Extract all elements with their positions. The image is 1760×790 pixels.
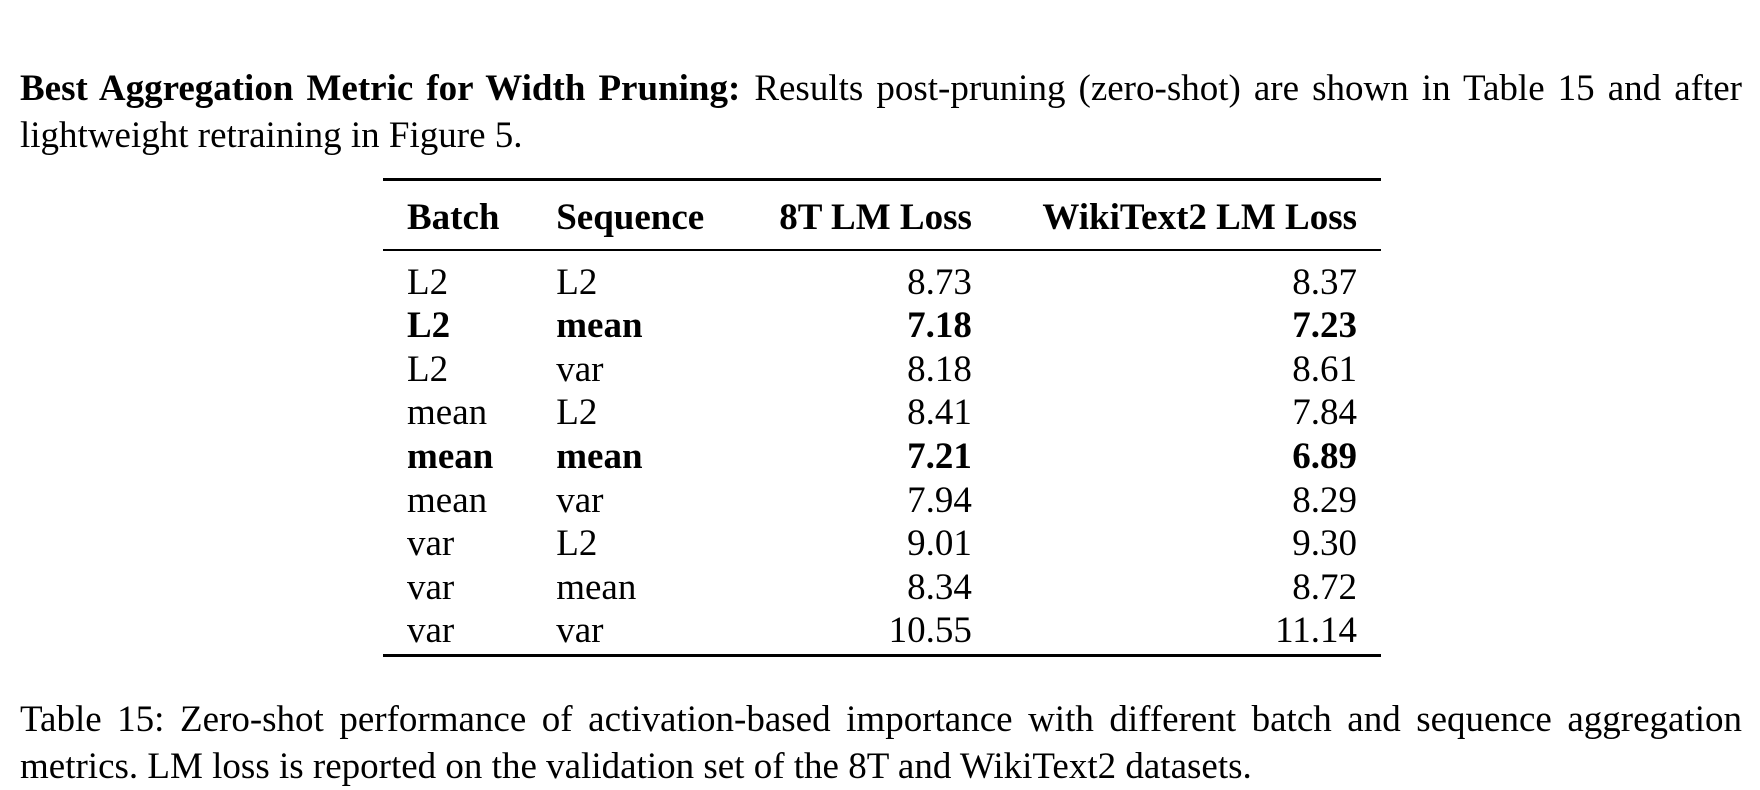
column-header-batch: Batch — [407, 196, 500, 238]
cell-8t-loss: 8.34 — [907, 566, 972, 608]
cell-8t-loss: 7.94 — [907, 479, 972, 521]
table-row: L2 L2 8.73 8.37 — [383, 250, 1381, 304]
cell-sequence: L2 — [556, 262, 598, 303]
cell-batch: var — [407, 566, 455, 608]
table-header-row: Batch Sequence 8T LM Loss WikiText2 LM L… — [383, 179, 1381, 250]
body-paragraph: Best Aggregation Metric for Width Prunin… — [20, 65, 1742, 159]
cell-batch: mean — [407, 436, 494, 478]
cell-batch: mean — [407, 392, 488, 434]
table-row: var var 10.55 11.14 — [383, 609, 1381, 656]
cell-batch: L2 — [407, 348, 449, 390]
table-row: var mean 8.34 8.72 — [383, 566, 1381, 610]
cell-wikitext2-loss: 7.23 — [1292, 305, 1357, 347]
cell-wikitext2-loss: 9.30 — [1292, 523, 1357, 565]
cell-8t-loss: 9.01 — [907, 523, 972, 565]
results-table: Batch Sequence 8T LM Loss WikiText2 LM L… — [383, 178, 1381, 657]
cell-batch: mean — [407, 479, 488, 521]
paragraph-heading: Best Aggregation Metric for Width Prunin… — [20, 68, 741, 109]
cell-sequence: var — [556, 479, 604, 521]
table-caption: Table 15: Zero-shot performance of activ… — [20, 699, 1742, 787]
cell-8t-loss: 8.73 — [907, 262, 972, 303]
cell-8t-loss: 7.18 — [907, 305, 972, 347]
cell-wikitext2-loss: 8.29 — [1292, 479, 1357, 521]
table-body: L2 L2 8.73 8.37 L2 mean 7.18 7.23 L2 var 8.18 8.61 m… — [383, 250, 1381, 656]
table-row: var L2 9.01 9.30 — [383, 522, 1381, 566]
cell-batch: L2 — [407, 262, 449, 303]
cell-8t-loss: 8.18 — [907, 348, 972, 390]
cell-wikitext2-loss: 8.37 — [1292, 262, 1357, 303]
cell-wikitext2-loss: 8.72 — [1292, 566, 1357, 608]
cell-sequence: mean — [556, 436, 643, 478]
cell-wikitext2-loss: 8.61 — [1292, 348, 1357, 390]
column-header-wikitext2-loss: WikiText2 LM Loss — [1042, 196, 1357, 238]
paragraph-text: Results post-pruning (zero-shot) are sho… — [20, 68, 1742, 156]
cell-wikitext2-loss: 6.89 — [1292, 436, 1357, 478]
cell-batch: var — [407, 523, 455, 565]
cell-8t-loss: 8.41 — [907, 392, 972, 434]
table-row: L2 var 8.18 8.61 — [383, 348, 1381, 392]
table-row: mean L2 8.41 7.84 — [383, 391, 1381, 435]
table-row: mean mean 7.21 6.89 — [383, 435, 1381, 479]
column-header-8t-loss: 8T LM Loss — [779, 196, 972, 238]
cell-batch: L2 — [407, 305, 451, 347]
cell-8t-loss: 10.55 — [888, 610, 972, 652]
table-row: mean var 7.94 8.29 — [383, 478, 1381, 522]
cell-wikitext2-loss: 7.84 — [1292, 392, 1357, 434]
cell-sequence: var — [556, 610, 604, 652]
cell-batch: var — [407, 610, 455, 652]
cell-8t-loss: 7.21 — [907, 436, 972, 478]
cell-wikitext2-loss: 11.14 — [1275, 610, 1357, 652]
cell-sequence: var — [556, 348, 604, 390]
table-row: L2 mean 7.18 7.23 — [383, 304, 1381, 348]
column-header-sequence: Sequence — [556, 196, 705, 238]
cell-sequence: L2 — [556, 392, 598, 434]
cell-sequence: mean — [556, 566, 637, 608]
cell-sequence: L2 — [556, 523, 598, 565]
results-table-container: Batch Sequence 8T LM Loss WikiText2 LM L… — [383, 178, 1381, 657]
cell-sequence: mean — [556, 305, 643, 347]
